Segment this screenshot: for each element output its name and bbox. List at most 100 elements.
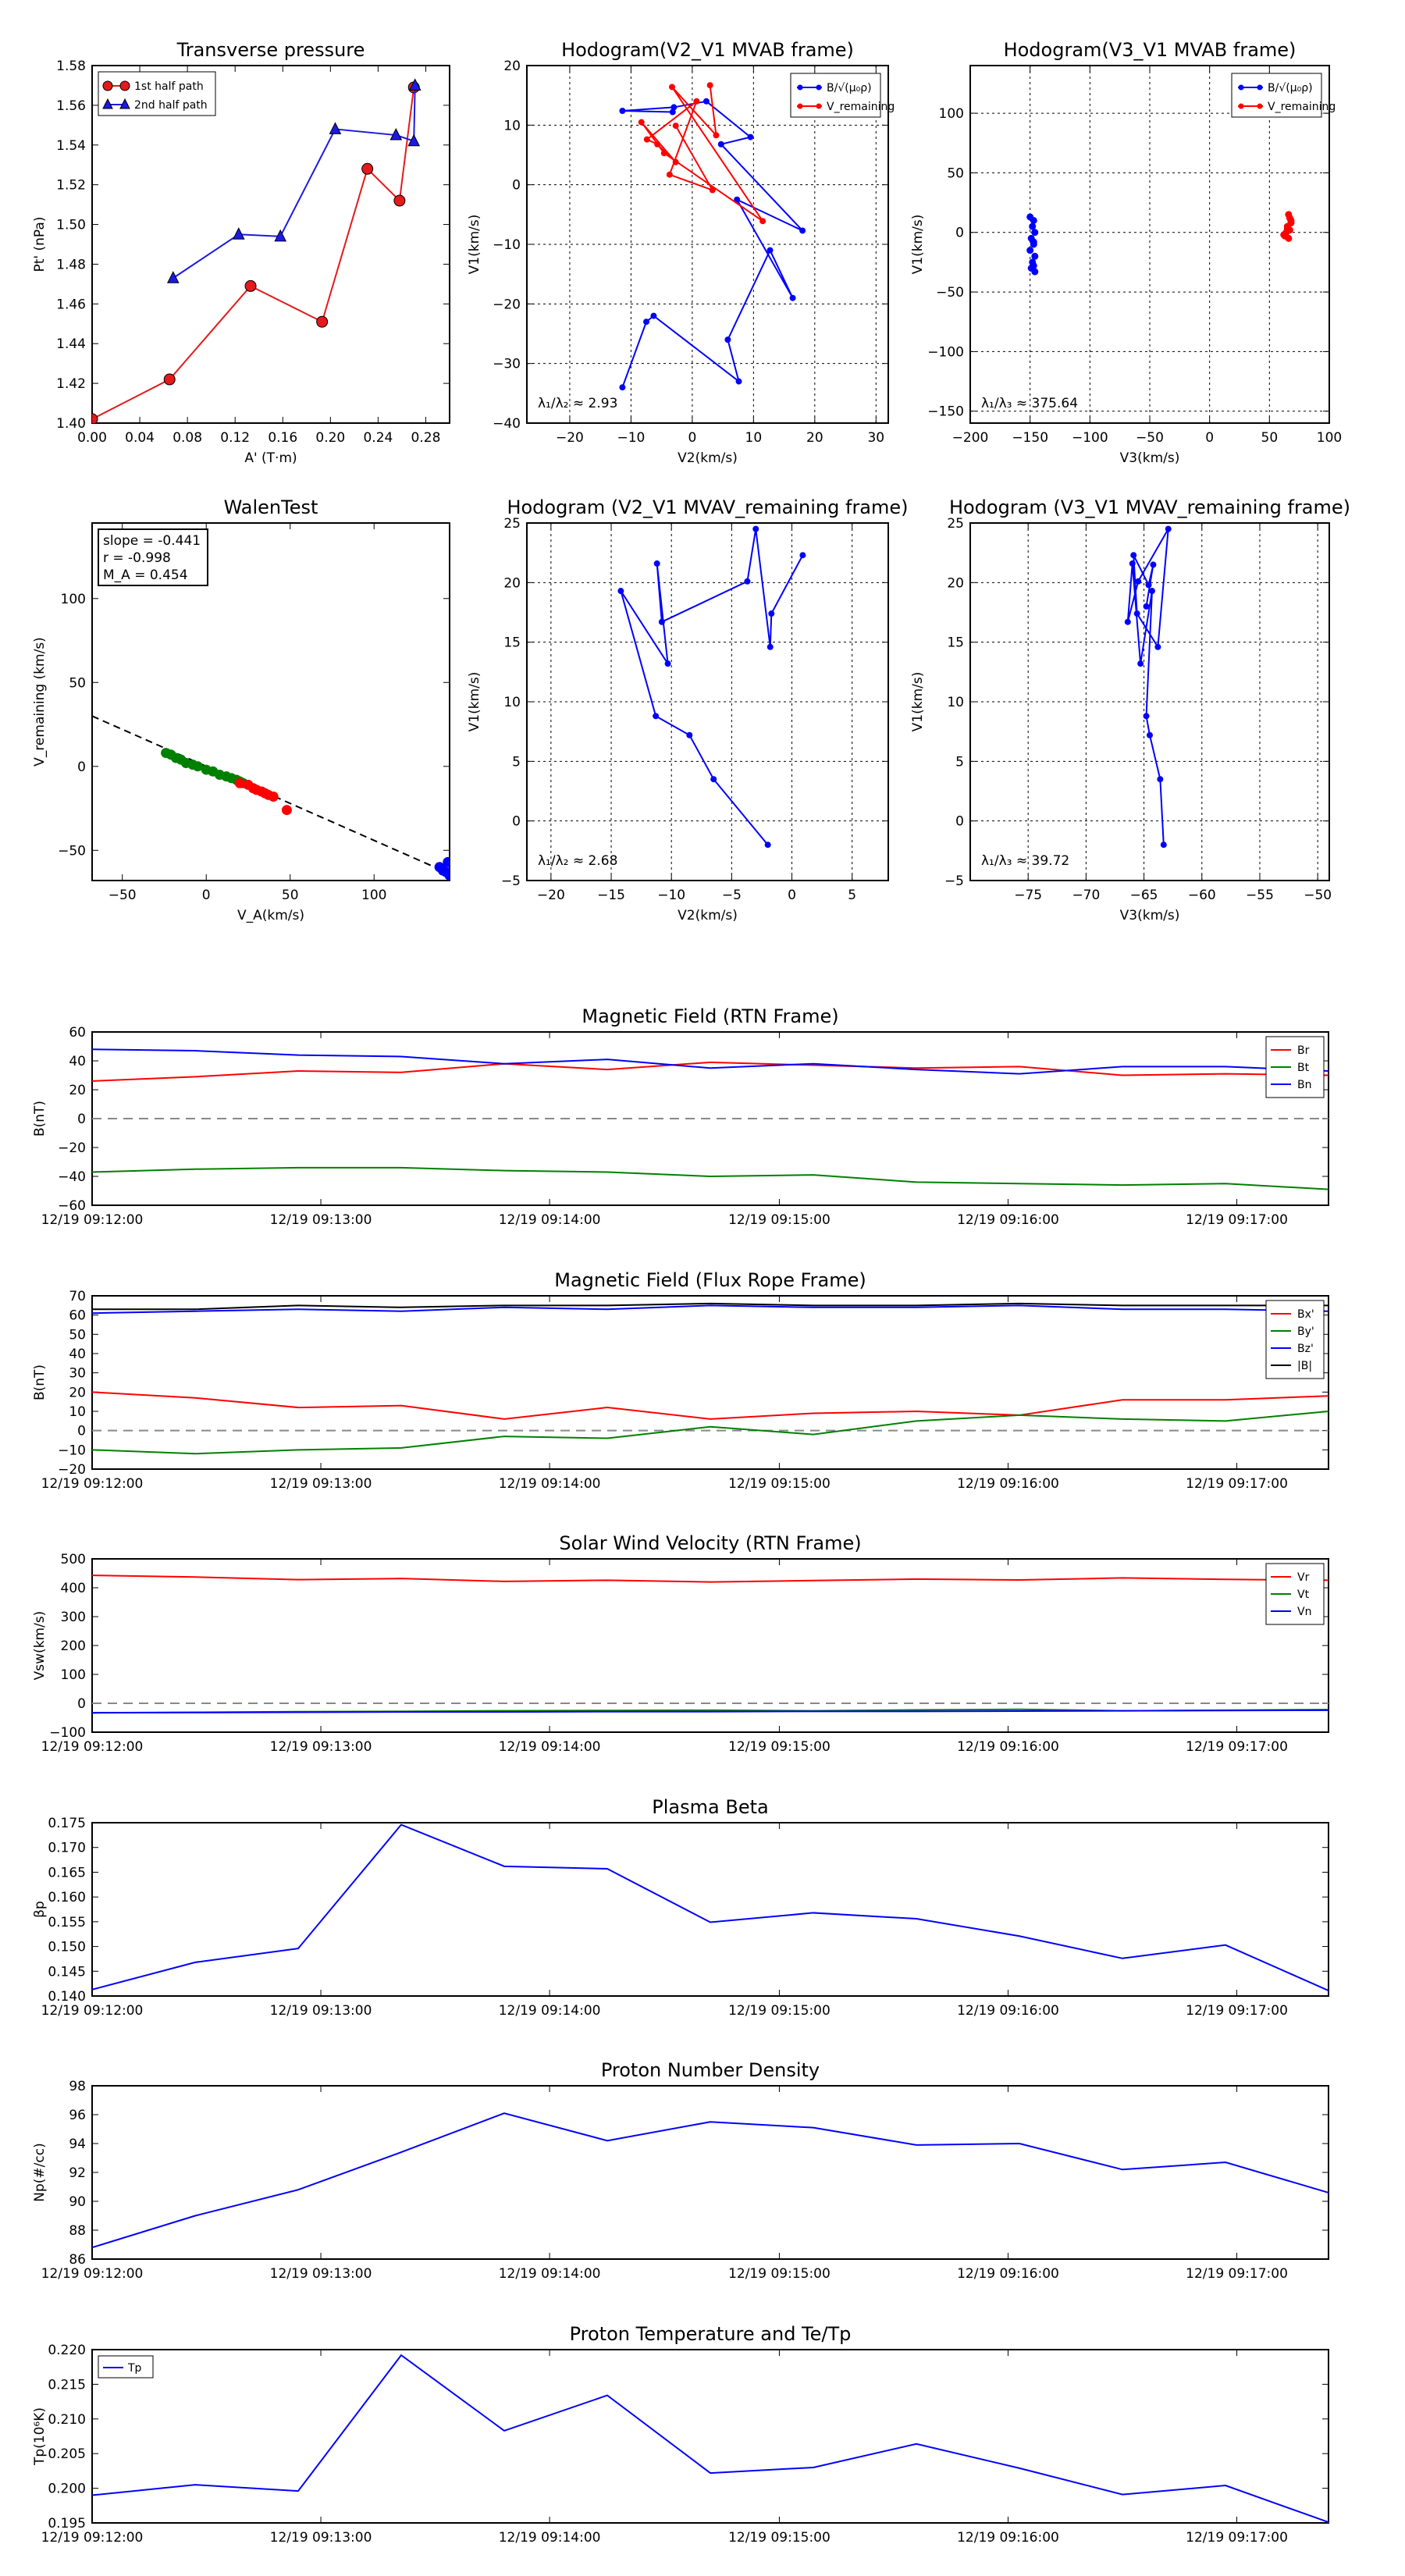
y-tick-label: −100 bbox=[927, 344, 964, 360]
y-tick-label: 300 bbox=[61, 1610, 86, 1625]
x-tick-label: 12/19 09:14:00 bbox=[499, 1476, 601, 1492]
y-tick-label: 1.44 bbox=[56, 336, 86, 352]
data-point bbox=[167, 271, 180, 283]
x-tick-label: −60 bbox=[1188, 888, 1216, 903]
plot-frame bbox=[91, 1822, 1329, 1997]
legend-label: 1st half path bbox=[134, 80, 204, 93]
y-tick-label: 5 bbox=[955, 754, 964, 770]
data-point bbox=[1137, 660, 1144, 667]
plot-frame bbox=[969, 522, 1330, 881]
x-tick-label: 12/19 09:17:00 bbox=[1186, 1476, 1288, 1492]
x-tick-label: 10 bbox=[745, 430, 763, 446]
y-tick-label: 1.58 bbox=[56, 59, 86, 74]
x-tick-label: 12/19 09:14:00 bbox=[499, 1739, 601, 1755]
y-tick-label: −50 bbox=[936, 285, 964, 301]
x-axis-label: A' (T·m) bbox=[244, 450, 297, 466]
data-point bbox=[1030, 216, 1037, 224]
x-tick-label: −65 bbox=[1130, 888, 1158, 903]
legend-label: Bn bbox=[1297, 1079, 1311, 1091]
legend-marker bbox=[119, 80, 130, 91]
x-tick-label: 12/19 09:14:00 bbox=[499, 2266, 601, 2282]
y-tick-label: 1.42 bbox=[56, 376, 86, 392]
data-point bbox=[747, 133, 754, 141]
legend-label: B/√(μ₀ρ) bbox=[1268, 82, 1313, 94]
x-tick-label: 12/19 09:15:00 bbox=[728, 2266, 831, 2282]
y-tick-label: 86 bbox=[69, 2252, 86, 2268]
legend-label: By' bbox=[1297, 1325, 1314, 1338]
y-axis-label: Vsw(km/s) bbox=[32, 1611, 48, 1681]
plot-frame bbox=[91, 2349, 1329, 2524]
chart-title: WalenTest bbox=[224, 496, 318, 518]
stats-line: slope = -0.441 bbox=[103, 533, 201, 549]
y-tick-label: 0.170 bbox=[48, 1841, 86, 1856]
y-tick-label: 1.54 bbox=[56, 138, 86, 154]
data-point bbox=[268, 791, 279, 802]
y-tick-label: 5 bbox=[512, 754, 521, 770]
plot-area bbox=[619, 82, 806, 391]
y-axis-label: V1(km/s) bbox=[467, 215, 482, 275]
legend-marker bbox=[1238, 103, 1244, 109]
legend-box bbox=[1265, 1300, 1325, 1379]
data-point bbox=[407, 133, 421, 147]
data-point bbox=[1145, 582, 1152, 589]
stats-box bbox=[98, 528, 208, 586]
y-tick-label: 1.50 bbox=[56, 218, 86, 233]
data-point bbox=[799, 227, 806, 234]
legend-label: Tp bbox=[127, 2362, 142, 2375]
x-tick-label: 0.24 bbox=[363, 430, 393, 446]
x-tick-label: 12/19 09:15:00 bbox=[728, 2003, 831, 2019]
y-tick-label: 20 bbox=[69, 1083, 86, 1098]
x-tick-label: 0.16 bbox=[268, 430, 297, 446]
x-tick-label: 12/19 09:13:00 bbox=[270, 2266, 372, 2282]
y-tick-label: −50 bbox=[58, 843, 86, 859]
data-point bbox=[672, 123, 679, 130]
data-point bbox=[724, 336, 731, 343]
data-point bbox=[710, 776, 717, 783]
y-tick-label: 0.145 bbox=[48, 1964, 86, 1980]
y-axis-label: Np(#/cc) bbox=[32, 2143, 48, 2201]
data-point bbox=[1129, 560, 1136, 567]
data-point bbox=[654, 141, 661, 148]
data-point bbox=[1029, 222, 1037, 230]
data-point bbox=[1124, 618, 1131, 625]
data-point bbox=[1026, 247, 1034, 254]
y-tick-label: −10 bbox=[493, 237, 521, 253]
x-tick-label: −200 bbox=[952, 430, 989, 446]
legend-label: Bx' bbox=[1297, 1308, 1314, 1321]
plot-frame bbox=[91, 2085, 1329, 2260]
series-line-Br bbox=[91, 1061, 1329, 1082]
y-tick-label: 20 bbox=[947, 575, 964, 591]
y-tick-label: 0.155 bbox=[48, 1915, 86, 1930]
x-tick-label: 50 bbox=[282, 888, 299, 903]
y-tick-label: 96 bbox=[69, 2108, 86, 2123]
x-tick-label: −20 bbox=[556, 430, 584, 446]
data-point bbox=[1157, 776, 1164, 783]
y-tick-label: 40 bbox=[69, 1347, 86, 1362]
data-point bbox=[443, 856, 450, 867]
x-tick-label: 0 bbox=[1205, 430, 1214, 446]
x-axis-label: V3(km/s) bbox=[1120, 908, 1180, 923]
chart-bfr: Magnetic Field (Flux Rope Frame) 12/19 09… bbox=[32, 1269, 1329, 1492]
y-tick-label: 50 bbox=[69, 1327, 86, 1343]
data-point bbox=[759, 218, 767, 225]
y-tick-label: 0 bbox=[77, 760, 86, 775]
x-tick-label: 12/19 09:17:00 bbox=[1186, 2530, 1288, 2546]
legend-label: Vt bbox=[1297, 1589, 1310, 1601]
y-tick-label: 500 bbox=[61, 1552, 86, 1567]
y-tick-label: 0.195 bbox=[48, 2516, 86, 2532]
legend-box bbox=[1231, 73, 1322, 118]
x-tick-label: −15 bbox=[597, 888, 625, 903]
y-tick-label: 50 bbox=[947, 165, 964, 181]
data-point bbox=[1030, 238, 1037, 246]
x-tick-label: 12/19 09:13:00 bbox=[270, 1739, 372, 1755]
x-tick-label: 0.04 bbox=[125, 430, 155, 446]
plot-area bbox=[617, 525, 806, 849]
chart-h1: Hodogram(V2_V1 MVAB frame) −20 −10 0 10 20 30 −… bbox=[467, 39, 895, 466]
data-point bbox=[1150, 561, 1157, 568]
legend-box bbox=[790, 73, 881, 118]
data-point bbox=[1283, 225, 1291, 233]
y-tick-label: 200 bbox=[61, 1638, 86, 1654]
chart-title: Hodogram (V2_V1 MVAV_remaining frame) bbox=[507, 496, 908, 518]
y-tick-label: 0 bbox=[77, 1696, 86, 1712]
